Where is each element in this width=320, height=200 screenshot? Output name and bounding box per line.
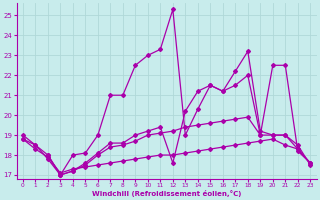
X-axis label: Windchill (Refroidissement éolien,°C): Windchill (Refroidissement éolien,°C) [92, 190, 241, 197]
